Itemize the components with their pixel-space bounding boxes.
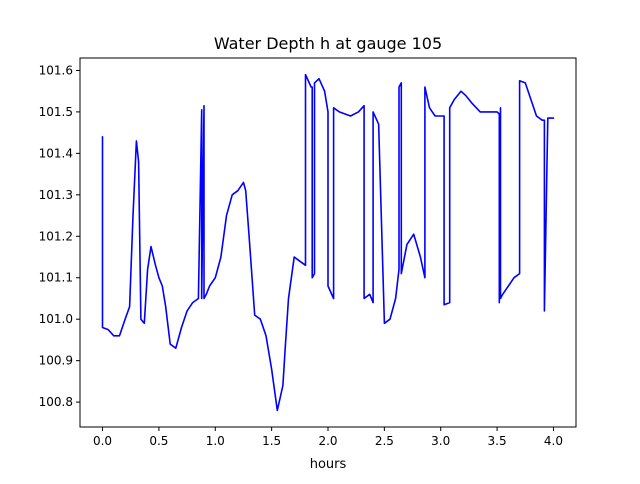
x-axis-ticks: 0.0 0.5 1.0 1.5 2.0 2.5 3.0 3.5 4.0 (93, 427, 563, 448)
series-line-0 (101, 73, 555, 412)
chart-title: Water Depth h at gauge 105 (214, 34, 442, 53)
x-tick-label: 1.0 (206, 434, 225, 448)
y-tick-label: 101.2 (39, 229, 73, 243)
x-tick-label: 3.0 (431, 434, 450, 448)
y-tick-label: 101.0 (39, 312, 73, 326)
x-tick-label: 3.5 (488, 434, 507, 448)
y-tick-label: 101.4 (39, 146, 73, 160)
y-axis-ticks: 100.8 100.9 101.0 101.1 101.2 101.3 101.4 101.5… (39, 63, 80, 409)
x-tick-label: 4.0 (544, 434, 563, 448)
x-tick-label: 2.0 (318, 434, 337, 448)
y-tick-label: 100.9 (39, 354, 73, 368)
x-tick-label: 0.5 (149, 434, 168, 448)
y-tick-label: 101.3 (39, 188, 73, 202)
x-axis-label: hours (310, 457, 347, 472)
x-tick-label: 1.5 (262, 434, 281, 448)
x-tick-label: 0.0 (93, 434, 112, 448)
x-tick-label: 2.5 (375, 434, 394, 448)
y-tick-label: 101.1 (39, 271, 73, 285)
series-layer (101, 73, 555, 412)
y-tick-label: 101.5 (39, 105, 73, 119)
y-tick-label: 101.6 (39, 63, 73, 77)
y-tick-label: 100.8 (39, 395, 73, 409)
